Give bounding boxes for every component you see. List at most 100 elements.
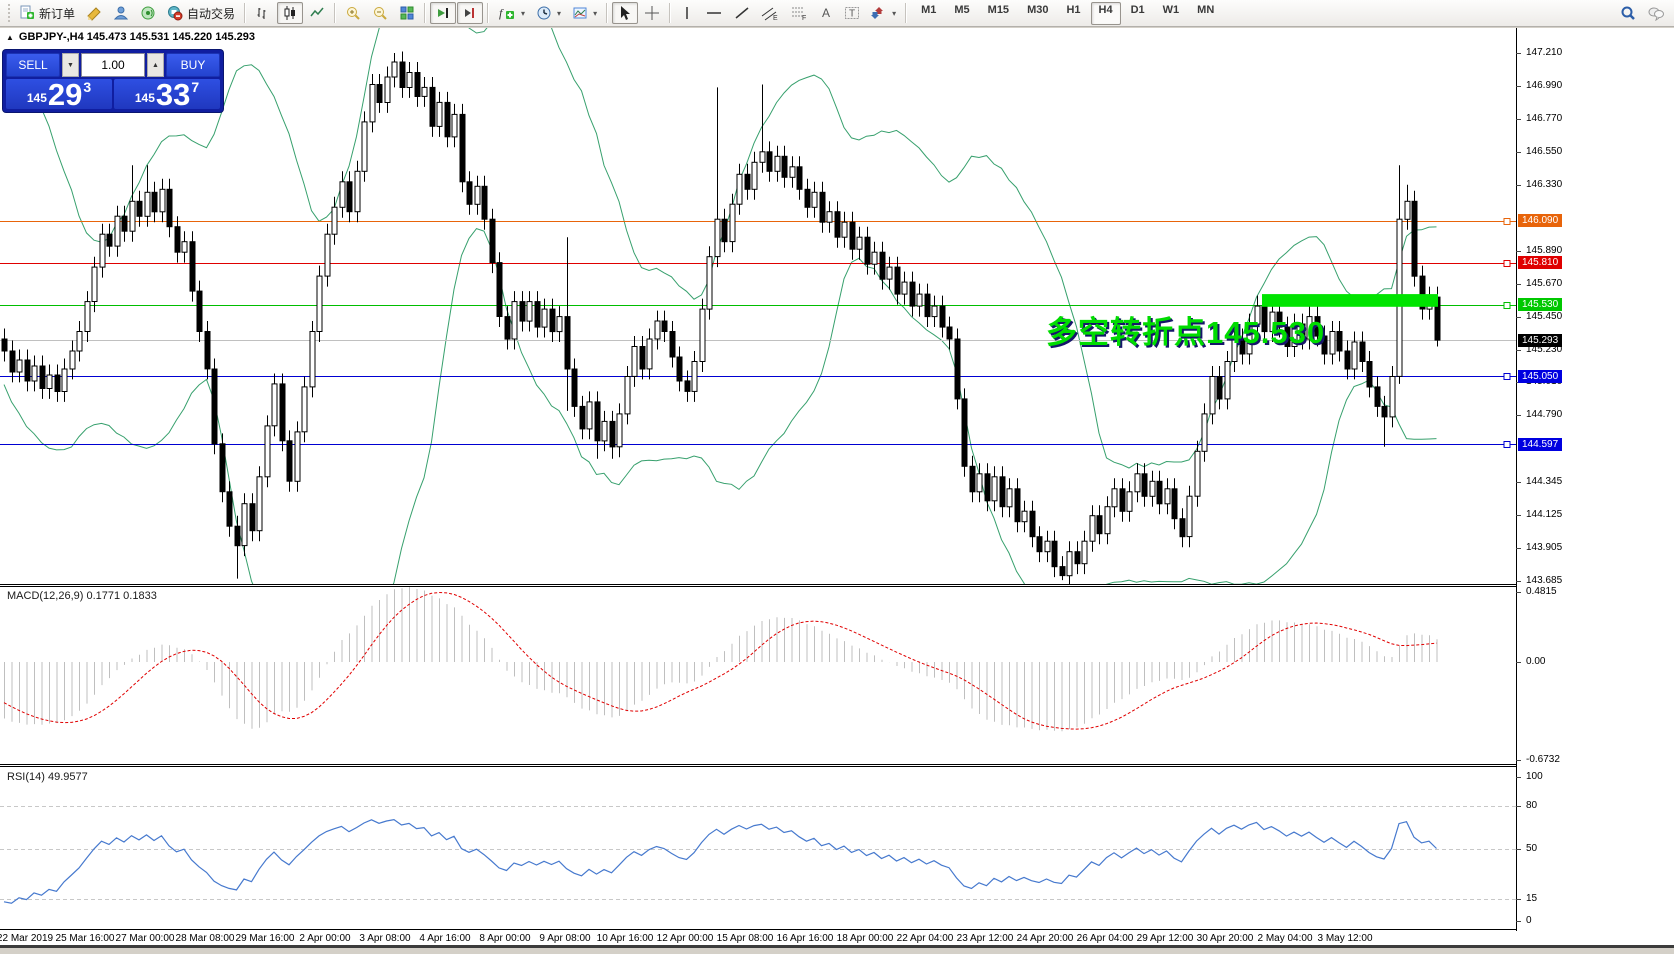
candle-body bbox=[181, 241, 188, 253]
time-axis-label: 30 Apr 20:00 bbox=[1196, 933, 1254, 944]
price-line-marker[interactable] bbox=[1503, 441, 1511, 448]
zoom-out-button[interactable] bbox=[367, 2, 393, 24]
candle-body bbox=[564, 316, 571, 370]
candle-body bbox=[826, 211, 833, 223]
candle-body bbox=[1404, 200, 1411, 220]
volume-input[interactable]: 1.00 bbox=[81, 53, 145, 77]
time-axis-label: 22 Apr 04:00 bbox=[896, 933, 954, 944]
time-axis-label: 25 Mar 16:00 bbox=[55, 933, 115, 944]
line-chart-button[interactable] bbox=[304, 2, 330, 24]
buy-button[interactable]: BUY bbox=[166, 53, 220, 77]
profile-button[interactable] bbox=[108, 2, 134, 24]
templates-button[interactable]: ▾ bbox=[567, 2, 602, 24]
sell-button[interactable]: SELL bbox=[6, 53, 60, 77]
tab-timeframe-m30[interactable]: M30 bbox=[1027, 3, 1049, 16]
axis-tick-label: 145.670 bbox=[1526, 278, 1563, 289]
macd-pane[interactable] bbox=[0, 587, 1516, 763]
toolbar-drag-handle[interactable] bbox=[6, 4, 11, 22]
candle-body bbox=[459, 113, 466, 183]
price-line-marker[interactable] bbox=[1503, 373, 1511, 380]
sell-price-button[interactable]: 145 29 3 bbox=[6, 79, 112, 110]
candle-body bbox=[1059, 566, 1066, 577]
axis-tick bbox=[1516, 548, 1521, 549]
cursor-button[interactable] bbox=[612, 2, 639, 24]
equidistant-channel-button[interactable]: E bbox=[756, 2, 784, 24]
periods-button[interactable]: ▾ bbox=[531, 2, 566, 24]
candle-body bbox=[69, 350, 76, 370]
tab-timeframe-m1[interactable]: M1 bbox=[921, 3, 937, 16]
line-chart-icon bbox=[309, 5, 325, 21]
chat-button[interactable] bbox=[1642, 2, 1670, 24]
volume-increase-button[interactable]: ▲ bbox=[147, 53, 164, 77]
time-axis-label: 27 Mar 00:00 bbox=[115, 933, 175, 944]
zoom-in-button[interactable] bbox=[340, 2, 366, 24]
tab-timeframe-w1[interactable]: W1 bbox=[1162, 3, 1180, 16]
candle-body bbox=[939, 305, 946, 328]
main-chart-pane[interactable] bbox=[0, 28, 1516, 584]
pane-separator[interactable] bbox=[0, 766, 1674, 767]
candle-body bbox=[114, 215, 121, 247]
price-line-marker[interactable] bbox=[1503, 302, 1511, 309]
trendline-button[interactable] bbox=[729, 2, 755, 24]
tile-windows-button[interactable] bbox=[394, 2, 420, 24]
bar-chart-button[interactable] bbox=[250, 2, 276, 24]
timeframe-group: M1 M5 M15 M30 H1 H4 D1 W1 MN bbox=[913, 1, 1222, 25]
new-order-button[interactable]: 新订单 bbox=[14, 2, 80, 24]
vertical-line-button[interactable] bbox=[675, 2, 699, 24]
indicators-button[interactable]: f ▾ bbox=[493, 2, 530, 24]
auto-scroll-button[interactable] bbox=[430, 2, 457, 24]
candlestick-chart-button[interactable] bbox=[277, 2, 304, 24]
price-axis[interactable]: 147.210 146.990 146.770 146.550 146.330 145.8… bbox=[1516, 28, 1674, 931]
text-button[interactable]: A bbox=[814, 2, 838, 24]
text-label-button[interactable]: T bbox=[839, 2, 865, 24]
candle-body bbox=[781, 155, 788, 178]
chart-shift-button[interactable] bbox=[457, 2, 484, 24]
rsi-pane[interactable] bbox=[0, 768, 1516, 929]
candle-body bbox=[961, 398, 968, 467]
pane-separator[interactable] bbox=[0, 586, 1674, 587]
tab-timeframe-m5[interactable]: M5 bbox=[954, 3, 970, 16]
candle-body bbox=[286, 440, 293, 482]
candle-body bbox=[241, 503, 248, 547]
search-button[interactable] bbox=[1615, 2, 1641, 24]
highlight-level-bar[interactable] bbox=[1262, 294, 1438, 307]
arrows-button[interactable]: ▾ bbox=[866, 2, 901, 24]
macd-signal-line bbox=[3, 591, 1437, 730]
candle-body bbox=[436, 101, 443, 127]
candle-body bbox=[76, 331, 83, 352]
rsi-line bbox=[3, 818, 1437, 904]
horizontal-line-icon bbox=[705, 5, 723, 21]
price-line-marker[interactable] bbox=[1503, 218, 1511, 225]
candle-body bbox=[309, 331, 316, 388]
one-click-collapse-toggle[interactable]: ▲ bbox=[6, 32, 14, 42]
buy-price-button[interactable]: 145 33 7 bbox=[114, 79, 220, 110]
time-axis[interactable]: 22 Mar 2019 25 Mar 16:00 27 Mar 00:00 28 Ma… bbox=[0, 931, 1674, 945]
tab-timeframe-d1[interactable]: D1 bbox=[1130, 3, 1145, 16]
candle-body bbox=[669, 331, 676, 358]
price-line-marker[interactable] bbox=[1503, 260, 1511, 267]
tab-timeframe-h1[interactable]: H1 bbox=[1066, 3, 1081, 16]
vertical-line-icon bbox=[680, 5, 694, 21]
candle-body bbox=[969, 465, 976, 493]
pane-separator[interactable] bbox=[0, 764, 1674, 765]
crosshair-button[interactable] bbox=[639, 2, 665, 24]
chart-window[interactable]: ▲ GBPJPY-,H4 145.473 145.531 145.220 145… bbox=[0, 28, 1674, 954]
candle-body bbox=[91, 266, 98, 303]
styler-button[interactable] bbox=[81, 2, 107, 24]
candle-body bbox=[1419, 275, 1426, 310]
tab-timeframe-m15[interactable]: M15 bbox=[987, 3, 1010, 16]
axis-tick bbox=[1516, 806, 1521, 807]
pane-separator[interactable] bbox=[0, 584, 1674, 585]
candle-body bbox=[144, 191, 151, 217]
horizontal-line-button[interactable] bbox=[700, 2, 728, 24]
volume-decrease-button[interactable]: ▼ bbox=[62, 53, 79, 77]
tab-timeframe-mn[interactable]: MN bbox=[1197, 3, 1215, 16]
signal-button[interactable] bbox=[135, 2, 161, 24]
auto-trading-button[interactable]: 自动交易 bbox=[162, 2, 240, 24]
fibonacci-button[interactable]: F bbox=[785, 2, 813, 24]
axis-tick-label: 145.890 bbox=[1526, 245, 1563, 256]
price-flag-145.293: 145.293 bbox=[1518, 334, 1563, 347]
axis-tick-label: 144.790 bbox=[1526, 409, 1563, 420]
candle-body bbox=[976, 473, 983, 493]
tab-timeframe-h4[interactable]: H4 bbox=[1090, 1, 1121, 25]
